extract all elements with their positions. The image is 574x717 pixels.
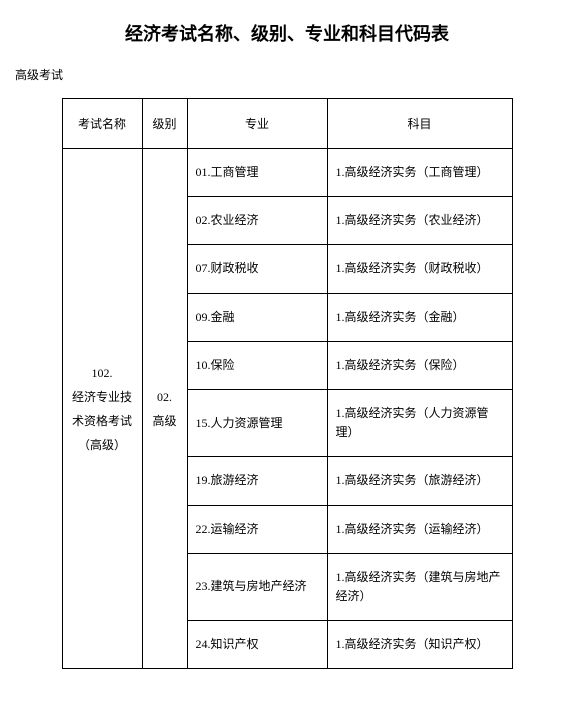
major-cell: 23.建筑与房地产经济 (187, 553, 327, 620)
subject-cell: 1.高级经济实务（农业经济） (327, 197, 512, 245)
header-level: 级别 (142, 99, 187, 149)
major-cell: 09.金融 (187, 293, 327, 341)
table-container: 考试名称 级别 专业 科目 102.经济专业技术资格考试（高级）02.高级01.… (10, 98, 564, 669)
header-subject: 科目 (327, 99, 512, 149)
header-major: 专业 (187, 99, 327, 149)
subject-cell: 1.高级经济实务（工商管理） (327, 149, 512, 197)
table-row: 102.经济专业技术资格考试（高级）02.高级01.工商管理1.高级经济实务（工… (62, 149, 512, 197)
major-cell: 15.人力资源管理 (187, 389, 327, 456)
table-header-row: 考试名称 级别 专业 科目 (62, 99, 512, 149)
subject-cell: 1.高级经济实务（旅游经济） (327, 457, 512, 505)
major-cell: 24.知识产权 (187, 621, 327, 669)
subject-cell: 1.高级经济实务（保险） (327, 341, 512, 389)
code-table: 考试名称 级别 专业 科目 102.经济专业技术资格考试（高级）02.高级01.… (62, 98, 513, 669)
major-cell: 19.旅游经济 (187, 457, 327, 505)
level-cell: 02.高级 (142, 149, 187, 669)
major-cell: 01.工商管理 (187, 149, 327, 197)
page-title: 经济考试名称、级别、专业和科目代码表 (10, 20, 564, 46)
major-cell: 22.运输经济 (187, 505, 327, 553)
subject-cell: 1.高级经济实务（建筑与房地产经济） (327, 553, 512, 620)
subject-cell: 1.高级经济实务（金融） (327, 293, 512, 341)
major-cell: 02.农业经济 (187, 197, 327, 245)
subject-cell: 1.高级经济实务（人力资源管理） (327, 389, 512, 456)
subject-cell: 1.高级经济实务（知识产权） (327, 621, 512, 669)
major-cell: 07.财政税收 (187, 245, 327, 293)
table-body: 102.经济专业技术资格考试（高级）02.高级01.工商管理1.高级经济实务（工… (62, 149, 512, 669)
major-cell: 10.保险 (187, 341, 327, 389)
page-subtitle: 高级考试 (15, 66, 564, 83)
exam-name-cell: 102.经济专业技术资格考试（高级） (62, 149, 142, 669)
subject-cell: 1.高级经济实务（财政税收） (327, 245, 512, 293)
subject-cell: 1.高级经济实务（运输经济） (327, 505, 512, 553)
header-exam-name: 考试名称 (62, 99, 142, 149)
